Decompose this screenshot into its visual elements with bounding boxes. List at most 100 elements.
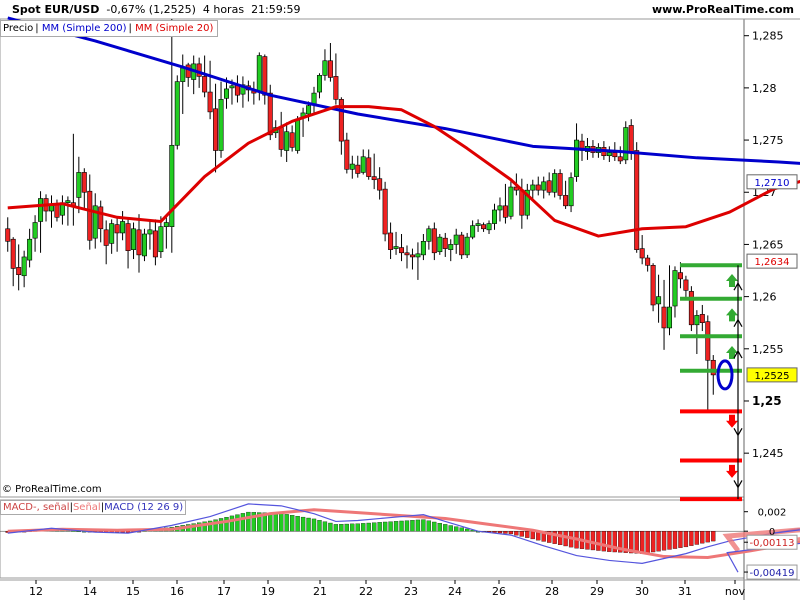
candle	[672, 266, 678, 318]
candle	[420, 233, 426, 261]
candle-body	[16, 267, 22, 275]
macd-histogram-bar	[426, 520, 432, 532]
macd-histogram-bar	[339, 524, 344, 532]
macd-histogram-bar	[443, 524, 448, 532]
candle-body	[306, 105, 312, 115]
candle	[158, 216, 164, 258]
candle-body	[541, 181, 547, 191]
candle	[349, 155, 355, 179]
candle-body	[426, 228, 432, 242]
macd-legend-signal: Señal	[72, 502, 101, 513]
down-arrow-icon	[726, 414, 738, 428]
candle-body	[27, 238, 33, 261]
macd-histogram-bar	[240, 513, 246, 532]
macd-histogram-bar	[530, 531, 535, 540]
candle-body	[349, 163, 355, 170]
macd-histogram-bar	[459, 527, 464, 532]
macd-histogram-bar	[322, 521, 328, 532]
macd-line-tail	[726, 529, 800, 573]
macd-legend-diff: MACD-, señal	[3, 502, 70, 513]
candle	[163, 217, 169, 249]
price-tag-box	[746, 253, 798, 269]
y-tick-label: 1,28	[752, 82, 777, 95]
macd-histogram-bar	[306, 517, 311, 532]
macd-y-tick-label: -0,00419	[750, 568, 795, 579]
candle-body	[333, 76, 339, 100]
candle-body	[470, 225, 476, 238]
macd-histogram-bar	[377, 522, 382, 532]
candle	[98, 200, 104, 243]
macd-histogram-bar	[711, 531, 716, 542]
candle-body	[131, 228, 137, 250]
candle	[185, 62, 191, 87]
candle	[76, 156, 82, 214]
y-tick-label: 1,265	[752, 238, 784, 251]
candle-body	[114, 224, 120, 234]
macd-histogram-bar	[207, 520, 213, 532]
candle	[333, 53, 339, 105]
macd-histogram-bar	[640, 531, 645, 554]
candle-body	[327, 60, 333, 78]
candle	[535, 176, 541, 196]
macd-histogram-bar	[421, 519, 426, 532]
x-tick-label: nov	[725, 585, 746, 598]
candle	[388, 222, 394, 260]
candle	[645, 254, 651, 272]
candle	[355, 155, 361, 178]
candle-body	[120, 221, 126, 234]
candle	[431, 222, 437, 261]
candle-body	[284, 131, 290, 151]
macd-histogram-bar	[432, 521, 437, 532]
macd-histogram-bar	[273, 513, 278, 532]
macd-histogram-bar	[645, 531, 650, 554]
candle-body	[645, 257, 651, 266]
candle	[207, 60, 213, 120]
down-arrow-icon	[726, 464, 738, 478]
price-tag-label: 1,2710	[755, 178, 790, 189]
candle	[147, 220, 153, 250]
y-tick-label: 1,25	[752, 394, 782, 408]
candle	[491, 203, 497, 230]
candle-body	[453, 234, 459, 245]
macd-histogram-bar	[667, 531, 672, 550]
candle-body	[420, 241, 426, 256]
candle	[530, 179, 536, 199]
candle-body	[639, 248, 645, 259]
macd-histogram-bar	[213, 519, 218, 532]
candle	[606, 146, 612, 162]
macd-histogram-bar	[350, 523, 355, 532]
candle	[322, 49, 328, 81]
candle	[453, 228, 459, 254]
macd-histogram-bar	[547, 531, 552, 543]
candle	[316, 73, 322, 99]
x-tick-label: 17	[217, 585, 231, 598]
candle	[16, 244, 22, 291]
candle	[688, 286, 694, 332]
y-tick-label: 1,26	[752, 291, 777, 304]
candle-body	[524, 189, 530, 216]
macd-histogram-bar	[601, 531, 607, 552]
macd-histogram-bar	[355, 523, 360, 532]
macd-histogram-bar	[393, 521, 399, 532]
up-arrow-icon	[726, 273, 738, 287]
candle	[21, 250, 27, 288]
candle-body	[158, 226, 164, 253]
candle-body	[628, 125, 634, 153]
candle-body	[409, 254, 415, 258]
candle	[125, 218, 131, 269]
macd-histogram-bar	[218, 518, 224, 532]
candle	[694, 310, 700, 355]
candle-body	[32, 222, 38, 239]
candle	[218, 81, 224, 158]
x-tick-label: 30	[635, 585, 649, 598]
macd-histogram-bar	[361, 523, 366, 532]
candle-body	[710, 359, 716, 376]
site-link[interactable]: www.ProRealTime.com	[651, 3, 794, 16]
candle	[295, 116, 301, 154]
candle-body	[377, 178, 383, 191]
candle-body	[338, 99, 344, 142]
candle-body	[415, 253, 421, 258]
candle-body	[224, 88, 230, 99]
legend-price: Precio	[3, 23, 34, 34]
candle	[327, 43, 333, 82]
